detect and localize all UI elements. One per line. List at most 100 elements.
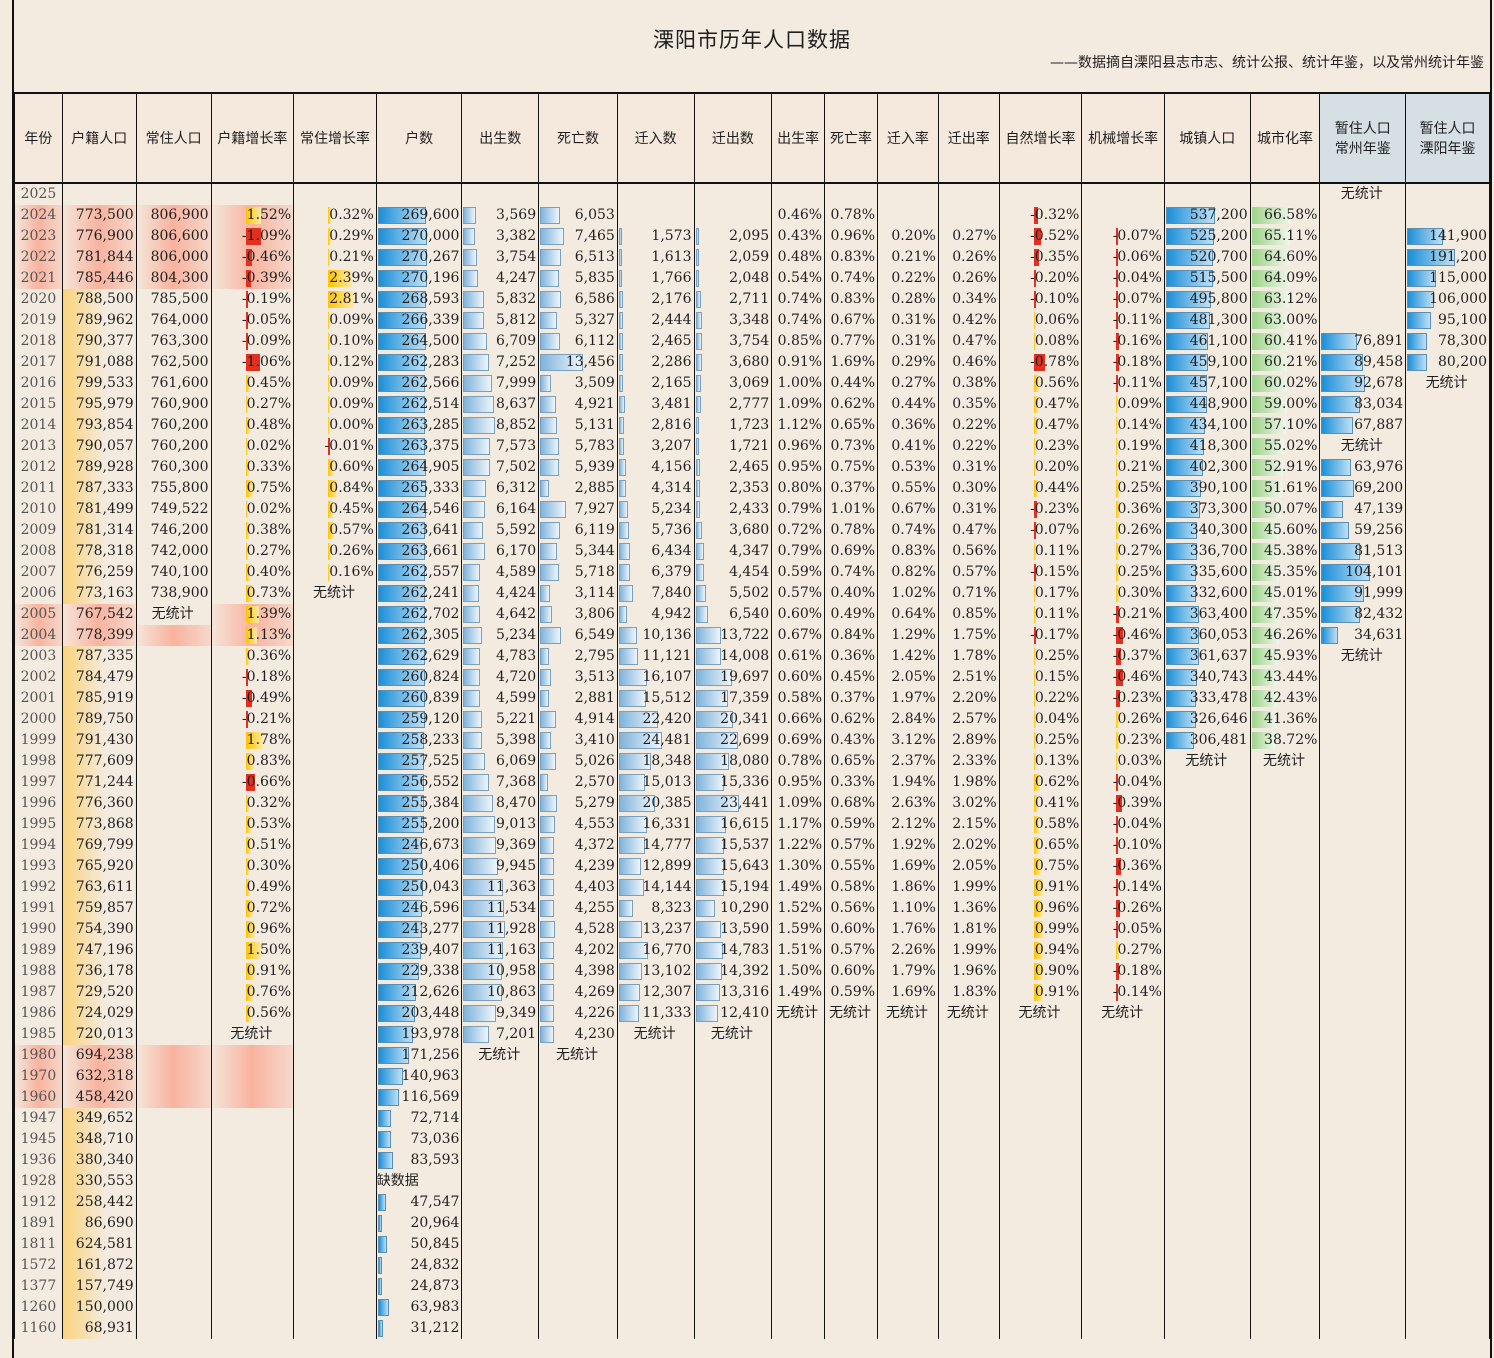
cell-value: -0.10% [1112,837,1162,853]
data-bar [695,375,702,392]
data-cell: 0.43% [771,226,826,247]
data-cell: 13,722 [693,625,773,646]
data-cell: 263,641 [375,520,463,541]
cell-value: 1.96% [952,963,997,979]
data-cell: 0.79% [771,541,826,562]
data-cell: 0.41% [998,793,1083,814]
data-cell: -0.78% [998,352,1083,373]
cell-value: 765,920 [75,858,134,874]
cell-value: 0.57% [329,522,374,538]
rate-bar [245,249,252,266]
cell-value: 0.60% [830,921,876,937]
data-cell: 771,244 [61,772,137,793]
data-cell [877,183,939,205]
data-cell: 22,699 [693,730,773,751]
data-bar [463,396,494,413]
cell-value: 0.56% [830,900,876,916]
rate-bar [1116,795,1122,812]
cell-value: 1912 [20,1194,57,1210]
cell-value: 76,891 [1354,333,1404,349]
rate-bar [245,627,257,644]
data-cell [293,646,377,667]
data-cell: 1.75% [937,625,1000,646]
data-cell: 0.20% [877,226,939,247]
data-cell [1405,1213,1490,1234]
data-cell [1319,1171,1407,1192]
data-cell: 15,537 [693,835,773,856]
cell-value: -0.35% [1030,249,1080,265]
data-cell: 335,600 [1163,562,1251,583]
data-bar [463,564,480,581]
cell-value: 0.33% [830,774,876,790]
year-cell: 2014 [14,415,63,436]
data-cell [135,751,212,772]
data-cell [1249,919,1321,940]
rate-bar [1116,711,1119,728]
year-cell: 2024 [14,205,63,226]
cell-value: 0.59% [830,984,876,1000]
data-cell: 2.05% [937,856,1000,877]
cell-value: 5,502 [729,585,770,601]
rate-bar [245,522,250,539]
data-cell: 73,036 [375,1129,463,1150]
data-cell [1319,814,1407,835]
cell-value: 11,363 [487,879,537,895]
data-cell [771,1255,826,1276]
data-bar [1251,690,1277,707]
cell-value: 0.32% [246,795,292,811]
cell-value: 1.49% [777,879,823,895]
data-cell: 0.49% [210,877,295,898]
data-cell [135,1129,212,1150]
data-cell [210,1108,295,1129]
data-bar [540,690,550,707]
data-cell [771,1024,826,1045]
data-bar [377,270,427,287]
data-bar [695,669,732,686]
data-cell: 1.97% [877,688,939,709]
data-cell: 66.58% [1249,205,1321,226]
data-cell: 763,300 [135,331,212,352]
data-cell [771,1318,826,1339]
cell-value: 1.09% [777,396,823,412]
data-cell: 2,777 [693,394,773,415]
data-cell [693,1108,773,1129]
data-cell [616,205,695,226]
data-cell [1081,1108,1165,1129]
data-bar [463,921,506,938]
data-cell [1405,646,1490,667]
data-cell: -0.52% [998,226,1083,247]
data-cell: 3,806 [538,604,618,625]
data-cell [1319,1234,1407,1255]
data-bar [463,1005,497,1022]
data-cell: 760,200 [135,436,212,457]
data-bar [1251,312,1290,329]
data-bar [540,627,562,644]
data-cell: 1.22% [771,835,826,856]
data-cell: 12,410 [693,1003,773,1024]
cell-value: 0.75% [1034,858,1080,874]
data-cell: 777,609 [61,751,137,772]
cell-value: 264,905 [401,459,460,475]
data-cell: 1.00% [771,373,826,394]
cell-value: 10,136 [642,627,692,643]
data-bar [540,417,557,434]
cell-value: 2,059 [729,249,770,265]
rate-bar [1033,543,1036,560]
cell-value: 0.21% [891,249,936,265]
data-cell [1163,856,1251,877]
cell-value: 243,277 [401,921,460,937]
cell-value: 0.48% [246,417,292,433]
data-cell: 0.77% [824,331,879,352]
data-bar [618,459,627,476]
data-cell: -0.05% [210,310,295,331]
data-cell: 47,139 [1319,499,1407,520]
data-cell: 0.11% [998,604,1083,625]
data-cell: 0.12% [293,352,377,373]
data-cell [998,1318,1083,1339]
cell-value: 2.84% [891,711,936,727]
column-header: 城市化率 [1249,92,1321,184]
data-cell: 57.10% [1249,415,1321,436]
no-stat-label: 无统计 [230,1026,273,1042]
data-bar [695,438,699,455]
data-cell [998,1129,1083,1150]
